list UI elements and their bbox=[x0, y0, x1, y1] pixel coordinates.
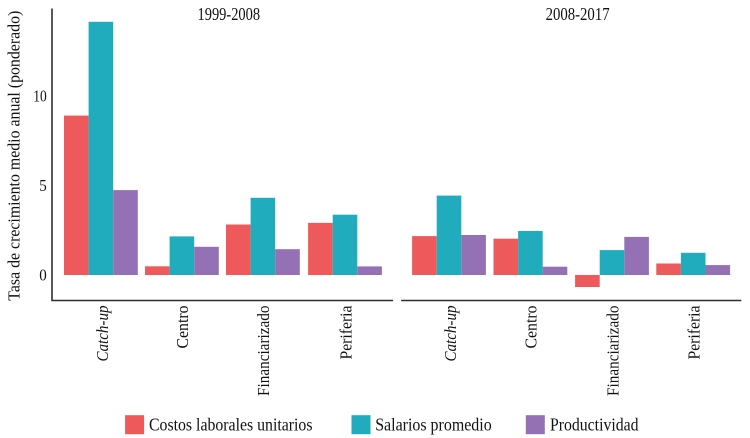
svg-text:Centro: Centro bbox=[522, 306, 541, 349]
svg-text:10: 10 bbox=[33, 86, 47, 105]
svg-text:Costos laborales unitarios: Costos laborales unitarios bbox=[149, 414, 313, 434]
svg-text:Financiarizado: Financiarizado bbox=[603, 306, 622, 397]
svg-text:5: 5 bbox=[39, 176, 47, 195]
svg-text:Productividad: Productividad bbox=[550, 414, 639, 434]
svg-text:2008-2017: 2008-2017 bbox=[546, 4, 610, 24]
svg-text:Catch-up: Catch-up bbox=[93, 306, 112, 362]
svg-text:Centro: Centro bbox=[173, 306, 192, 349]
svg-text:0: 0 bbox=[39, 266, 47, 285]
svg-text:Periferia: Periferia bbox=[336, 305, 355, 360]
svg-text:Financiarizado: Financiarizado bbox=[254, 306, 273, 397]
svg-text:1999-2008: 1999-2008 bbox=[198, 4, 261, 24]
svg-text:Salarios promedio: Salarios promedio bbox=[375, 414, 492, 434]
svg-text:Tasa de crecimiento medio anua: Tasa de crecimiento medio anual (pondera… bbox=[4, 11, 23, 301]
svg-text:Catch-up: Catch-up bbox=[441, 306, 460, 362]
svg-text:Periferia: Periferia bbox=[685, 305, 704, 360]
